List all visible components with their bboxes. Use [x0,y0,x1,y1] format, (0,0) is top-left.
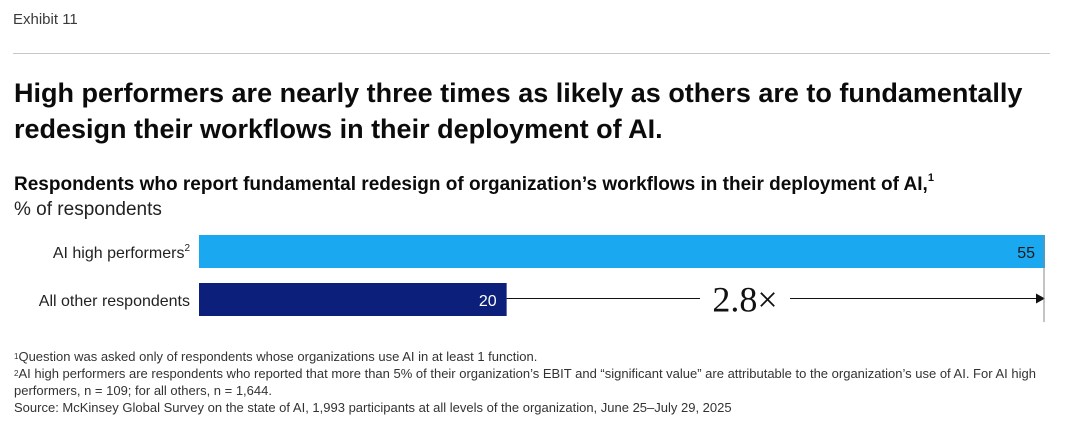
source-note: Source: McKinsey Global Survey on the st… [14,400,732,415]
chart-headline: High performers are nearly three times a… [14,78,1023,144]
category-label: All other respondents [39,293,190,310]
chart-subtitle: Respondents who report fundamental redes… [14,172,934,196]
bar-chart: AI high performers2 55 All other responden… [39,235,1045,322]
header-divider [13,53,1050,54]
bar-group: AI high performers2 55 All other responden… [39,235,1045,316]
footnote-2-text: AI high performers are respondents who r… [14,366,1036,398]
ratio-annotation: 2.8× [506,235,1045,322]
footnote-2-marker: 2 [14,369,19,378]
unit-label: % of respondents [14,199,162,220]
category-label: AI high performers2 [53,243,191,262]
footnote-1-marker: 1 [14,352,19,361]
ratio-annotation-label: 2.8× [712,280,777,320]
footnote-1-text: Question was asked only of respondents w… [18,349,538,364]
footnotes: 1Question was asked only of respondents … [14,348,1054,416]
exhibit-label: Exhibit 11 [13,11,78,28]
footnote-1: 1Question was asked only of respondents … [14,348,1054,365]
data-label: 55 [1017,245,1035,262]
annotation-arrowhead [1036,293,1045,304]
bar-all-other-respondents [199,283,507,316]
subtitle-footnote-marker: 1 [927,172,934,184]
category-footnote-marker: 2 [184,243,190,254]
bar-ai-high-performers [199,235,1045,268]
footnote-2: 2AI high performers are respondents who … [14,365,1054,399]
chart-subtitle-text: Respondents who report fundamental redes… [14,174,928,195]
data-label: 20 [479,293,497,310]
